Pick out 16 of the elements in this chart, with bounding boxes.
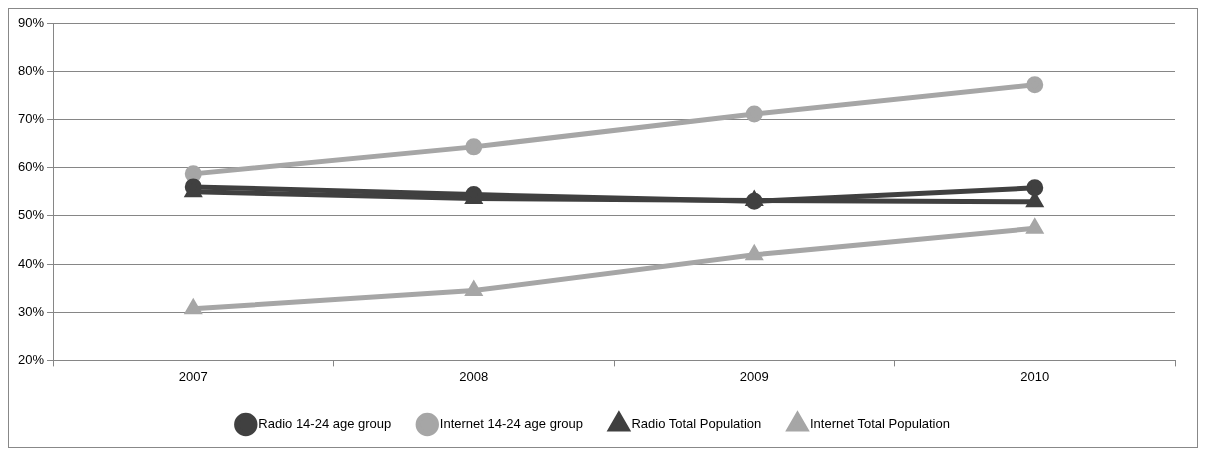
legend-label: Internet 14-24 age group (439, 416, 583, 432)
legend-label: Internet Total Population (809, 416, 950, 432)
legend-label: Radio Total Population (631, 416, 762, 432)
y-tick-label: 60% (17, 159, 45, 175)
x-tick-label: 2010 (1020, 368, 1050, 384)
y-tick-label: 50% (17, 207, 45, 223)
x-tick-label: 2008 (459, 368, 489, 384)
y-tick-label: 70% (17, 110, 45, 126)
y-tick-label: 40% (17, 255, 45, 271)
legend-label: Radio 14-24 age group (258, 416, 392, 432)
x-tick-label: 2007 (178, 368, 208, 384)
y-tick-label: 90% (17, 14, 45, 30)
y-tick-label: 20% (17, 351, 45, 367)
x-tick-label: 2009 (739, 368, 769, 384)
y-tick-label: 80% (17, 62, 45, 78)
y-tick-label: 30% (17, 303, 45, 319)
